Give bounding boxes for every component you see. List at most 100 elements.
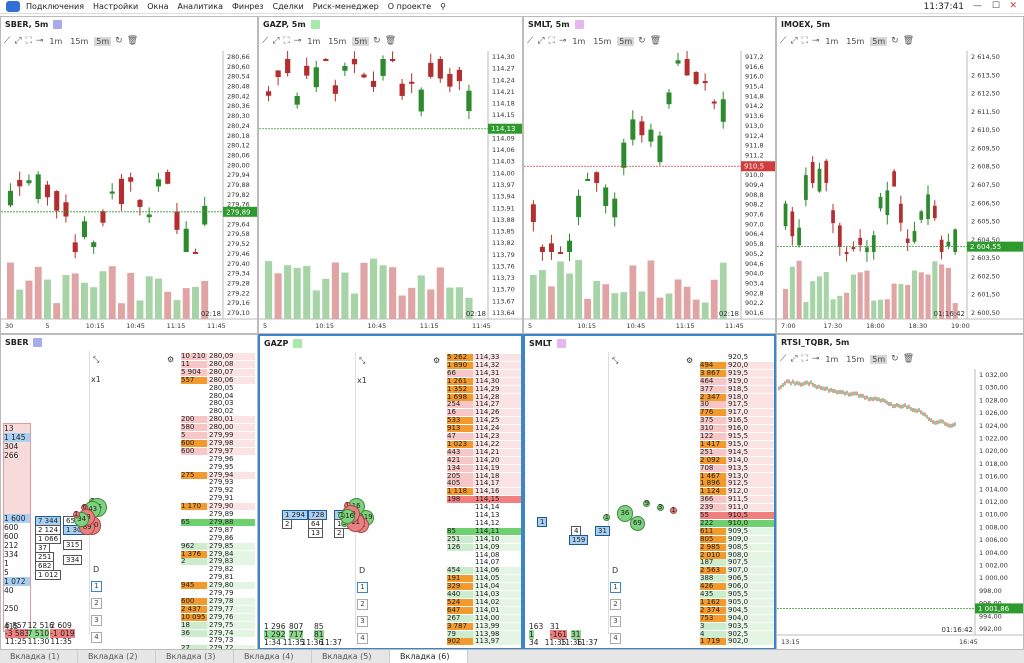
ladder-row[interactable]: 5 262 114,33 — [447, 354, 521, 361]
ladder-row[interactable]: 114,13 — [447, 512, 521, 519]
fit-view-icon[interactable]: ⛶ — [25, 36, 32, 46]
menu-item-settings[interactable]: Настройки — [93, 2, 139, 11]
ladder-row[interactable]: 200 280,01 — [181, 416, 255, 424]
level-box[interactable]: 3 — [357, 616, 368, 627]
trash-icon[interactable]: 🗑 — [649, 36, 662, 46]
order-cell[interactable]: 2 — [334, 528, 345, 538]
timeframe-15m[interactable]: 15m — [593, 36, 612, 46]
timeframe-1m[interactable]: 1m — [825, 36, 839, 46]
ladder-row[interactable]: 421 114,20 — [447, 456, 521, 464]
order-cell[interactable]: 2 — [282, 519, 293, 529]
draw-ray-icon[interactable]: ⤢ — [537, 36, 545, 46]
hline-icon[interactable]: ⊸ — [35, 36, 44, 46]
gazp-chart-panel-color-swatch[interactable] — [310, 19, 320, 29]
timeframe-1m[interactable]: 1m — [825, 354, 839, 364]
gear-icon[interactable]: ⚙ — [686, 356, 694, 365]
order-cell[interactable]: 315 — [63, 540, 83, 550]
ladder-row[interactable]: 1 896 912,5 — [700, 480, 774, 488]
ladder-row[interactable]: 27 279,72 — [181, 645, 255, 649]
gear-icon[interactable]: ⚙ — [167, 355, 175, 364]
ladder-row[interactable]: 16 114,26 — [447, 409, 521, 417]
menu-item-connections[interactable]: Подключения — [26, 2, 85, 11]
chart-toggle-icon[interactable]: ⤡ — [93, 355, 100, 364]
imoex-chart-panel-plot[interactable]: 2 614,50 2 613,50 2 612,50 2 611,50 2 610,50… — [777, 51, 1023, 333]
menu-item-risk-manager[interactable]: Риск-менеджер — [312, 2, 379, 11]
minimize-icon[interactable]: — — [973, 1, 982, 11]
ladder-row[interactable]: 1 124 912,0 — [700, 488, 774, 496]
sber-chart-panel-plot[interactable]: 280,66 280,60 280,54 280,48 280,42 280,36 280,… — [1, 51, 257, 333]
timeframe-5m[interactable]: 5m — [870, 36, 888, 46]
ladder-row[interactable]: 366 911,5 — [700, 496, 774, 504]
draw-ray-icon[interactable]: ⤢ — [790, 354, 798, 364]
ladder-row[interactable]: 405 114,17 — [447, 480, 521, 488]
ladder-row[interactable]: 122 915,5 — [700, 433, 774, 440]
ladder-row[interactable]: 280,03 — [181, 400, 255, 408]
tab-1[interactable]: Вкладка (1) — [0, 650, 78, 663]
order-cell[interactable]: 159 — [569, 535, 589, 545]
gear-icon[interactable]: ⚙ — [433, 356, 441, 365]
menu-item-windows[interactable]: Окна — [147, 2, 169, 11]
ladder-row[interactable]: 251 114,10 — [447, 535, 521, 543]
rtsi-chart-panel-plot[interactable]: 1 032,00 1 030,00 1 028,00 1 026,00 1 024,00… — [777, 369, 1023, 649]
timeframe-1m[interactable]: 1m — [307, 36, 321, 46]
ladder-row[interactable]: 805 909,0 — [700, 535, 774, 543]
ladder-row[interactable]: 1 118 114,16 — [447, 488, 521, 496]
menu-item-about[interactable]: О проекте — [387, 2, 432, 11]
draw-line-icon[interactable]: ⟋ — [527, 36, 534, 46]
ladder-row[interactable]: 1 467 913,0 — [700, 472, 774, 480]
level-box[interactable]: 4 — [357, 633, 368, 644]
trash-icon[interactable]: 🗑 — [902, 354, 915, 364]
ladder-row[interactable]: 3 867 919,5 — [700, 369, 774, 377]
timeframe-1m[interactable]: 1m — [572, 36, 586, 46]
ladder-row[interactable]: 114,07 — [447, 559, 521, 567]
ladder-row[interactable]: 5 279,99 — [181, 432, 255, 439]
order-cell[interactable]: 1 294 — [282, 510, 309, 520]
timeframe-15m[interactable]: 15m — [70, 36, 89, 46]
timeframe-15m[interactable]: 15m — [846, 36, 865, 46]
ladder-row[interactable]: 2 092 914,0 — [700, 456, 774, 464]
hline-icon[interactable]: ⊸ — [558, 36, 567, 46]
tab-5[interactable]: Вкладка (5) — [312, 650, 390, 663]
timeframe-15m[interactable]: 15m — [846, 354, 865, 364]
maximize-icon[interactable]: ☐ — [991, 1, 1000, 11]
ladder-row[interactable]: 85 114,11 — [447, 527, 521, 535]
ladder-row[interactable]: 600 279,97 — [181, 447, 255, 455]
ladder-row[interactable]: 239 911,0 — [700, 504, 774, 512]
tab-2[interactable]: Вкладка (2) — [78, 650, 156, 663]
ladder-row[interactable]: 10 210 280,09 — [181, 353, 255, 360]
close-icon[interactable]: ✕ — [1009, 1, 1017, 11]
menu-item-analytics[interactable]: Аналитика — [177, 2, 223, 11]
fit-view-icon[interactable]: ⛶ — [801, 36, 808, 46]
ladder-row[interactable]: 114,14 — [447, 504, 521, 512]
ladder-row[interactable]: 114,12 — [447, 519, 521, 527]
smlt-chart-panel-plot[interactable]: 917,2 916,6 916,0 915,4 914,8 914,2 913,6 913,0… — [524, 51, 775, 333]
ladder-row[interactable]: 114,08 — [447, 551, 521, 559]
ladder-row[interactable]: 126 114,09 — [447, 543, 521, 551]
ladder-row[interactable]: 267 114,00 — [447, 614, 521, 622]
ladder-row[interactable]: 279,92 — [181, 487, 255, 495]
ladder-row[interactable]: 5 904 280,07 — [181, 368, 255, 376]
level-box[interactable]: 3 — [91, 615, 102, 626]
refresh-icon[interactable]: ↻ — [891, 36, 899, 46]
draw-line-icon[interactable]: ⟋ — [4, 36, 11, 46]
ladder-row[interactable]: 443 114,21 — [447, 448, 521, 456]
refresh-icon[interactable]: ↻ — [891, 354, 899, 364]
ladder-row[interactable]: 557 280,06 — [181, 376, 255, 384]
chart-toggle-icon[interactable]: ⤡ — [359, 356, 366, 365]
gazp-chart-panel-plot[interactable]: 114,30 114,27 114,24 114,21 114,18 114,15 114,… — [259, 51, 522, 333]
ladder-row[interactable]: 2 347 918,0 — [700, 393, 774, 401]
level-box[interactable]: 4 — [91, 632, 102, 643]
ladder-row[interactable]: 2 437 279,77 — [181, 605, 255, 613]
hline-icon[interactable]: ⊸ — [811, 354, 820, 364]
ladder-row[interactable]: 310 916,0 — [700, 425, 774, 433]
smlt-chart-panel-color-swatch[interactable] — [574, 19, 584, 29]
ladder-row[interactable]: 191 114,05 — [447, 575, 521, 583]
ladder-row[interactable]: 30 917,5 — [700, 401, 774, 409]
ladder-row[interactable]: 1 023 114,22 — [447, 440, 521, 448]
timeframe-1m[interactable]: 1m — [49, 36, 63, 46]
tab-6[interactable]: Вкладка (6) — [390, 650, 468, 663]
refresh-icon[interactable]: ↻ — [373, 36, 381, 46]
menu-item-trades[interactable]: Сделки — [272, 2, 304, 11]
ladder-row[interactable]: 79 113,98 — [447, 630, 521, 638]
ladder-row[interactable]: 2 279,83 — [181, 558, 255, 566]
